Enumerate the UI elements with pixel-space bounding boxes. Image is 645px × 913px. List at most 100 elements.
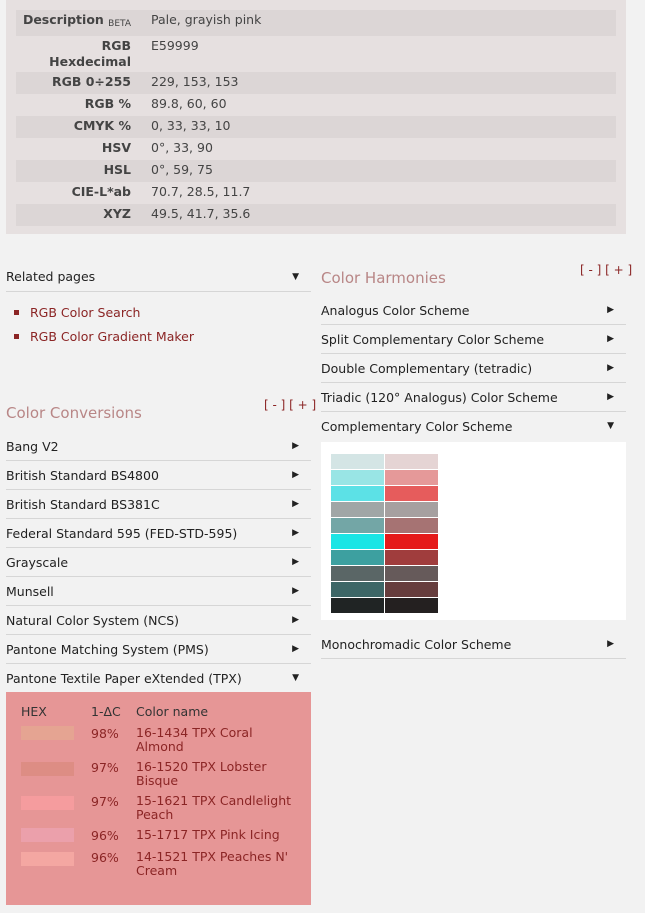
- info-label: HSV: [101, 140, 131, 155]
- info-label: CMYK %: [73, 118, 131, 133]
- info-value: E59999: [151, 38, 199, 53]
- color-info-table: Description BETA Pale, grayish pink RGB …: [6, 0, 626, 234]
- accordion-label: British Standard BS4800: [6, 467, 159, 483]
- color-swatch[interactable]: [331, 518, 384, 533]
- harmony-triadic[interactable]: Triadic (120° Analogus) Color Scheme ▶: [321, 383, 626, 412]
- info-row-hsv: HSV 0°, 33, 90: [16, 138, 616, 160]
- accordion-label: Munsell: [6, 583, 54, 599]
- conversion-bang-v2[interactable]: Bang V2 ▶: [6, 432, 311, 461]
- color-swatch: [21, 762, 74, 776]
- info-value: 70.7, 28.5, 11.7: [151, 184, 251, 199]
- chevron-right-icon: ▶: [292, 441, 299, 451]
- tpx-color-name: 14-1521 TPX Peaches N' Cream: [136, 849, 289, 878]
- related-pages-title: Related pages: [6, 269, 96, 284]
- accordion-label: Monochromadic Color Scheme: [321, 636, 512, 652]
- info-value: 89.8, 60, 60: [151, 96, 227, 111]
- list-item: RGB Color Gradient Maker: [14, 324, 194, 348]
- info-row-rgb: RGB 0÷255 229, 153, 153: [16, 72, 616, 94]
- related-pages-toggle[interactable]: Related pages ▼: [6, 262, 311, 292]
- conversion-tpx[interactable]: Pantone Textile Paper eXtended (TPX) ▼: [6, 664, 311, 692]
- conversion-munsell[interactable]: Munsell ▶: [6, 577, 311, 606]
- color-swatch: [21, 726, 74, 740]
- chevron-right-icon: ▶: [607, 363, 614, 373]
- harmony-complementary[interactable]: Complementary Color Scheme ▼: [321, 412, 626, 440]
- conversion-bs4800[interactable]: British Standard BS4800 ▶: [6, 461, 311, 490]
- color-swatch: [21, 828, 74, 842]
- tpx-header-hex: HEX: [21, 704, 47, 719]
- chevron-right-icon: ▶: [607, 334, 614, 344]
- tpx-results-panel: HEX 1-ΔC Color name 98% 16-1434 TPX Cora…: [6, 692, 311, 905]
- info-label: RGB Hexdecimal: [49, 38, 131, 69]
- chevron-right-icon: ▶: [292, 470, 299, 480]
- conversion-ncs[interactable]: Natural Color System (NCS) ▶: [6, 606, 311, 635]
- conversion-pms[interactable]: Pantone Matching System (PMS) ▶: [6, 635, 311, 664]
- chevron-right-icon: ▶: [607, 639, 614, 649]
- harmony-double-complementary[interactable]: Double Complementary (tetradic) ▶: [321, 354, 626, 383]
- color-swatch[interactable]: [331, 582, 384, 597]
- link-rgb-gradient-maker[interactable]: RGB Color Gradient Maker: [30, 328, 194, 344]
- color-conversions-title: Color Conversions: [6, 404, 142, 422]
- info-value: 0°, 33, 90: [151, 140, 213, 155]
- color-swatch[interactable]: [331, 550, 384, 565]
- color-swatch[interactable]: [331, 470, 384, 485]
- link-rgb-color-search[interactable]: RGB Color Search: [30, 304, 141, 320]
- harmonies-toggle-links: [ - ] [ + ]: [580, 263, 632, 277]
- color-swatch: [21, 852, 74, 866]
- accordion-label: British Standard BS381C: [6, 496, 160, 512]
- info-label: RGB %: [84, 96, 131, 111]
- conversion-grayscale[interactable]: Grayscale ▶: [6, 548, 311, 577]
- expand-all-link[interactable]: [ + ]: [289, 398, 317, 412]
- color-swatch[interactable]: [331, 566, 384, 581]
- tpx-match-percent: 97%: [91, 760, 119, 775]
- chevron-down-icon: ▼: [607, 421, 614, 431]
- chevron-down-icon: ▼: [292, 673, 299, 683]
- info-label: Description BETA: [22, 12, 131, 29]
- collapse-all-link[interactable]: [ - ]: [264, 398, 286, 412]
- info-row-cmyk: CMYK % 0, 33, 33, 10: [16, 116, 616, 138]
- color-swatch[interactable]: [385, 534, 438, 549]
- chevron-right-icon: ▶: [292, 557, 299, 567]
- color-swatch[interactable]: [385, 486, 438, 501]
- tpx-header-name: Color name: [136, 704, 209, 719]
- accordion-label: Analogus Color Scheme: [321, 302, 470, 318]
- color-harmonies-title: Color Harmonies: [321, 269, 446, 287]
- expand-all-link[interactable]: [ + ]: [605, 263, 633, 277]
- color-swatch[interactable]: [385, 598, 438, 613]
- color-swatch[interactable]: [331, 486, 384, 501]
- info-row-hsl: HSL 0°, 59, 75: [16, 160, 616, 182]
- info-row-cielab: CIE-L*ab 70.7, 28.5, 11.7: [16, 182, 616, 204]
- color-swatch[interactable]: [385, 566, 438, 581]
- color-swatch[interactable]: [385, 518, 438, 533]
- color-swatch: [21, 796, 74, 810]
- color-swatch[interactable]: [331, 598, 384, 613]
- accordion-label: Double Complementary (tetradic): [321, 360, 533, 376]
- info-value: 229, 153, 153: [151, 74, 239, 89]
- color-swatch[interactable]: [331, 454, 384, 469]
- accordion-label: Split Complementary Color Scheme: [321, 331, 545, 347]
- harmony-split-complementary[interactable]: Split Complementary Color Scheme ▶: [321, 325, 626, 354]
- color-swatch[interactable]: [385, 550, 438, 565]
- info-row-rgb-percent: RGB % 89.8, 60, 60: [16, 94, 616, 116]
- conversion-fed-std-595[interactable]: Federal Standard 595 (FED-STD-595) ▶: [6, 519, 311, 548]
- harmony-monochromatic[interactable]: Monochromadic Color Scheme ▶: [321, 630, 626, 659]
- bullet-icon: [14, 309, 19, 315]
- tpx-color-name: 16-1434 TPX Coral Almond: [136, 725, 253, 754]
- color-swatch[interactable]: [331, 502, 384, 517]
- info-row-description: Description BETA Pale, grayish pink: [16, 10, 616, 36]
- harmony-analogus[interactable]: Analogus Color Scheme ▶: [321, 296, 626, 325]
- tpx-header-delta: 1-ΔC: [91, 704, 121, 719]
- chevron-right-icon: ▶: [292, 528, 299, 538]
- info-row-xyz: XYZ 49.5, 41.7, 35.6: [16, 204, 616, 226]
- conversion-bs381c[interactable]: British Standard BS381C ▶: [6, 490, 311, 519]
- color-swatch[interactable]: [385, 582, 438, 597]
- tpx-color-name: 16-1520 TPX Lobster Bisque: [136, 759, 267, 788]
- tpx-color-name: 15-1717 TPX Pink Icing: [136, 827, 280, 842]
- list-item: RGB Color Search: [14, 300, 194, 324]
- color-swatch[interactable]: [331, 534, 384, 549]
- complementary-swatches-panel: [321, 442, 626, 620]
- color-swatch[interactable]: [385, 502, 438, 517]
- collapse-all-link[interactable]: [ - ]: [580, 263, 602, 277]
- tpx-match-percent: 98%: [91, 726, 119, 741]
- color-swatch[interactable]: [385, 454, 438, 469]
- color-swatch[interactable]: [385, 470, 438, 485]
